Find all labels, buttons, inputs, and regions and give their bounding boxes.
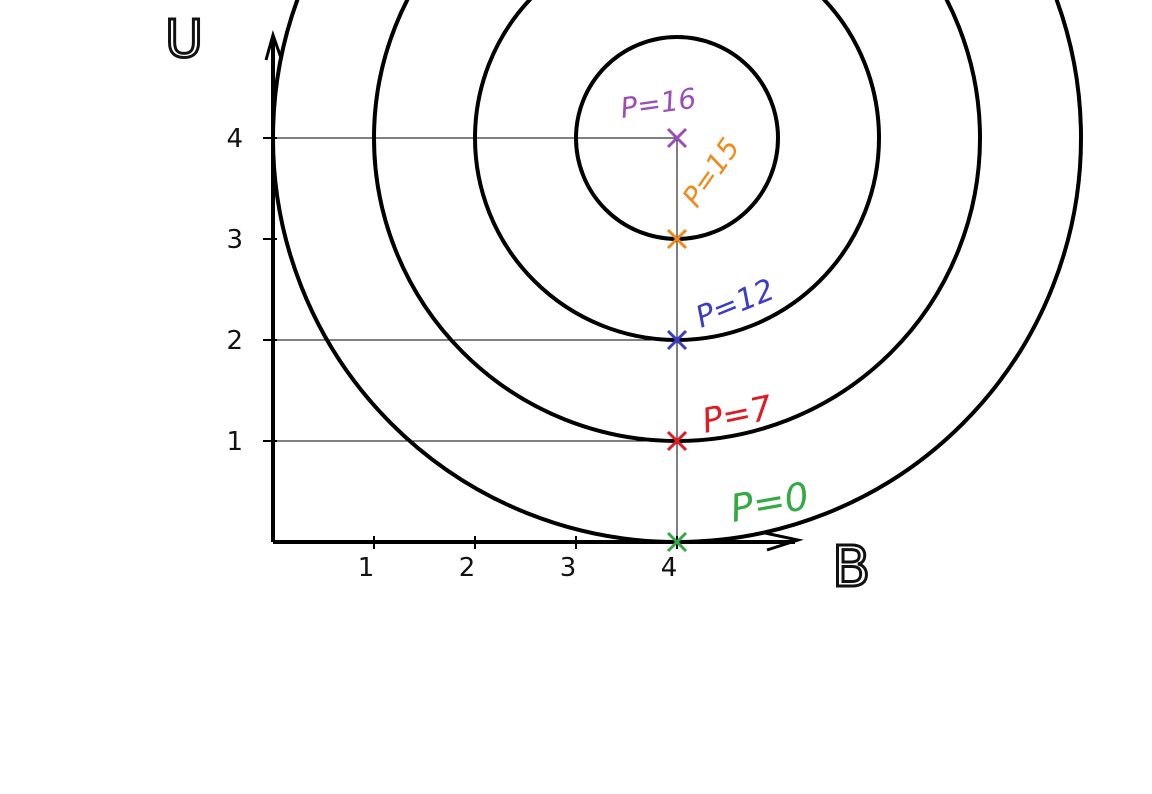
y-axis-arrow: [264, 29, 283, 61]
x-tick-label-2: 2: [459, 553, 476, 583]
marker-stroke-b: [666, 531, 688, 553]
points-layer: P=16P=15P=12P=7P=0: [618, 82, 812, 553]
x-tick-label-3: 3: [560, 553, 577, 583]
point-label-3: P=12: [691, 272, 780, 335]
point-marker-1: [666, 127, 688, 149]
point-marker-5: [666, 531, 688, 553]
ticks-layer: 1 2 3 4 1 2 3 4: [226, 124, 678, 583]
y-tick-label-2: 2: [226, 326, 243, 356]
x-axis-label: B: [832, 535, 870, 600]
marker-stroke-b: [666, 430, 688, 452]
x-axis-arrow: [764, 531, 804, 552]
point-marker-3: [666, 329, 688, 351]
point-label-4: P=7: [699, 388, 777, 442]
y-tick-label-4: 4: [226, 124, 243, 154]
x-tick-label-1: 1: [358, 553, 375, 583]
point-label-2: P=15: [676, 132, 747, 213]
y-axis-label: U: [165, 10, 203, 70]
marker-stroke-b: [666, 329, 688, 351]
marker-stroke-b: [666, 228, 688, 250]
marker-stroke-b: [666, 127, 688, 149]
point-label-1: P=16: [618, 82, 698, 125]
y-tick-label-3: 3: [226, 225, 243, 255]
x-tick-label-4: 4: [661, 553, 678, 583]
point-marker-4: [666, 430, 688, 452]
y-tick-label-1: 1: [226, 427, 243, 457]
guide-lines-layer: [273, 137, 678, 542]
axes: [264, 29, 804, 552]
point-marker-2: [666, 228, 688, 250]
